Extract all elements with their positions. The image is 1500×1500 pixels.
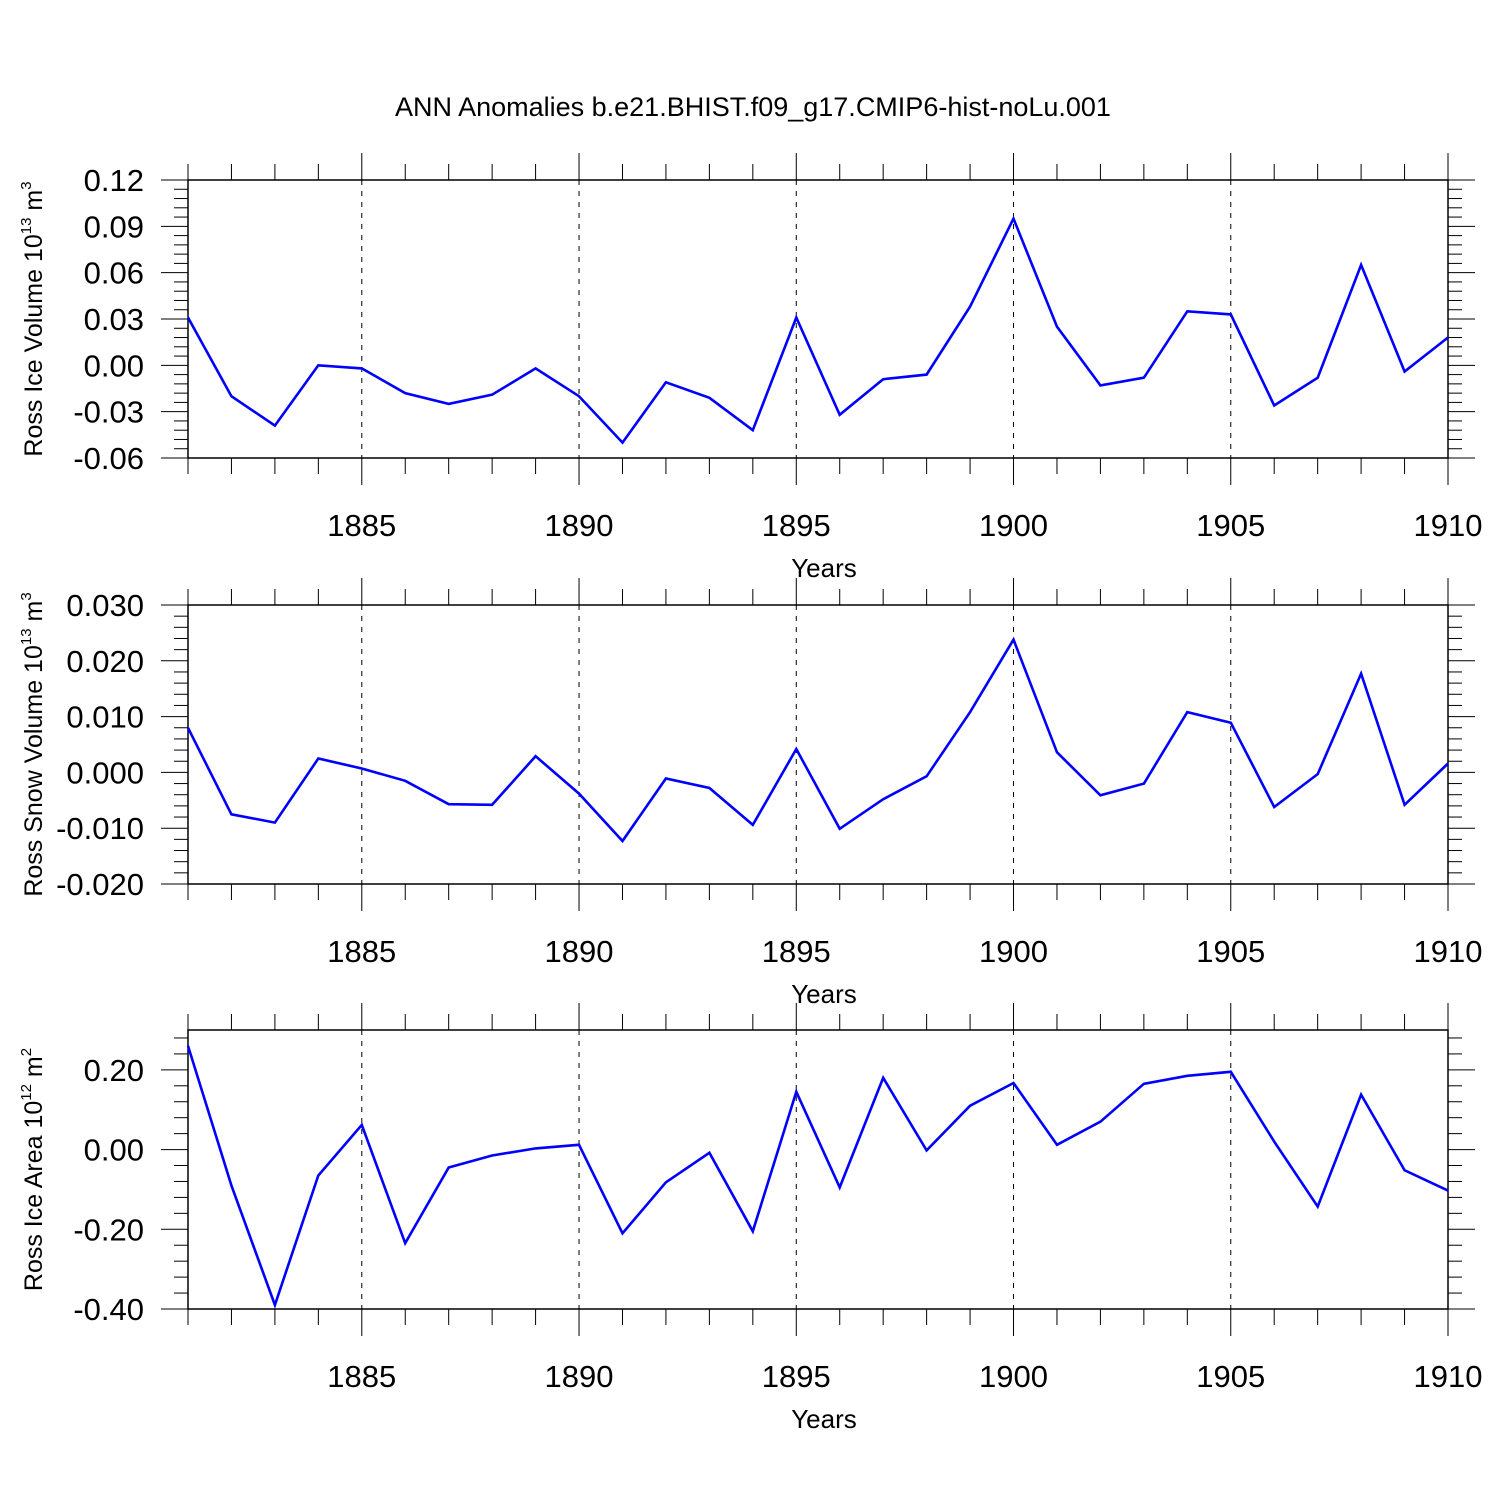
y-tick-label: -0.20	[73, 1212, 144, 1247]
series-line	[186, 1045, 1449, 1309]
x-axis-label: Years	[791, 553, 857, 583]
x-tick-label: 1900	[979, 934, 1048, 969]
y-tick-label: -0.020	[56, 867, 144, 902]
y-tick-label: 0.00	[84, 1133, 144, 1168]
y-tick-label: 0.010	[66, 700, 144, 735]
x-tick-label: 1895	[762, 508, 831, 543]
x-tick-label: 1890	[545, 508, 614, 543]
y-tick-label: 0.20	[84, 1053, 144, 1088]
y-tick-label: -0.40	[73, 1292, 144, 1327]
x-tick-label: 1885	[327, 1359, 396, 1394]
y-tick-label: 0.00	[84, 348, 144, 383]
y-tick-label: 0.030	[66, 588, 144, 623]
x-tick-label: 1885	[327, 934, 396, 969]
y-tick-label: 0.03	[84, 302, 144, 337]
x-tick-label: 1895	[762, 1359, 831, 1394]
y-tick-label: 0.09	[84, 209, 144, 244]
figure-title: ANN Anomalies b.e21.BHIST.f09_g17.CMIP6-…	[395, 92, 1111, 122]
plot-frame	[187, 604, 1449, 885]
x-tick-label: 1905	[1196, 1359, 1265, 1394]
y-tick-label: -0.06	[73, 441, 144, 476]
y-axis-label: Ross Ice Area 1012 m2	[18, 1048, 48, 1291]
series-line	[186, 636, 1449, 844]
x-tick-label: 1900	[979, 1359, 1048, 1394]
y-axis-label: Ross Ice Volume 1013 m3	[18, 181, 48, 456]
x-tick-label: 1910	[1414, 934, 1483, 969]
x-tick-label: 1885	[327, 508, 396, 543]
x-tick-label: 1895	[762, 934, 831, 969]
x-tick-label: 1905	[1196, 934, 1265, 969]
y-tick-label: 0.020	[66, 644, 144, 679]
y-tick-label: -0.03	[73, 395, 144, 430]
x-tick-label: 1900	[979, 508, 1048, 543]
x-tick-label: 1890	[545, 934, 614, 969]
series-line	[186, 215, 1449, 445]
y-tick-label: 0.000	[66, 755, 144, 790]
x-tick-label: 1905	[1196, 508, 1265, 543]
y-tick-label: 0.12	[84, 163, 144, 198]
x-axis-label: Years	[791, 1404, 857, 1434]
panel-3: -0.40 -0.20 0.00 0.20 1885 1890 1895 1900 1905 19…	[18, 1003, 1482, 1434]
panel-1: -0.06 -0.03 0.00 0.03 0.06 0.09 0.12 1885 1890 18…	[18, 153, 1482, 583]
plot-frame	[187, 1029, 1449, 1310]
y-tick-label: -0.010	[56, 811, 144, 846]
plot-frame	[187, 179, 1449, 459]
x-axis-label: Years	[791, 979, 857, 1009]
y-axis-label: Ross Snow Volume 1013 m3	[18, 592, 48, 896]
panel-2: -0.020 -0.010 0.000 0.010 0.020 0.030 1885 1890…	[18, 578, 1482, 1009]
y-tick-label: 0.06	[84, 256, 144, 291]
x-tick-label: 1890	[545, 1359, 614, 1394]
x-tick-label: 1910	[1414, 508, 1483, 543]
x-tick-label: 1910	[1414, 1359, 1483, 1394]
